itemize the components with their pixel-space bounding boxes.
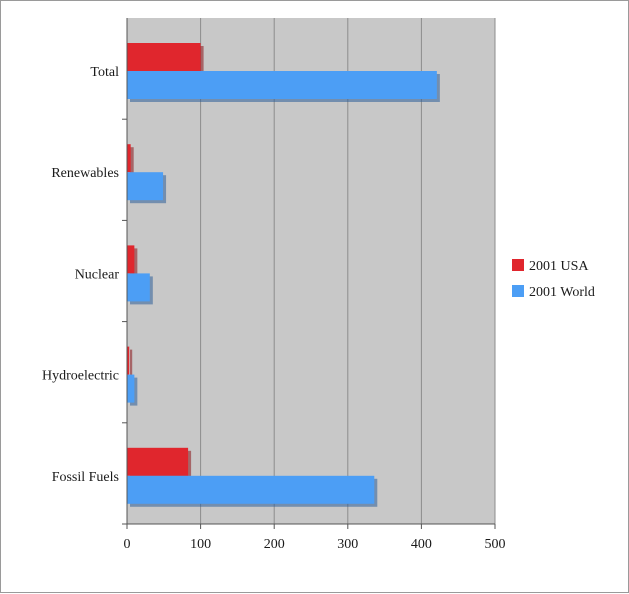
bar-world-fossil-fuels [127,475,375,504]
gridlines [200,18,496,524]
bar-usa-renewables [127,144,131,173]
legend-swatch-usa [512,259,524,271]
bar-world-renewables [127,172,164,201]
x-axis-ticks: 0 100 200 300 400 500 [124,524,506,552]
x-tick-label-400: 400 [411,537,432,552]
y-axis-ticks: Total Renewables Nuclear Hydroelectric Fossi… [42,65,127,525]
bar-usa-hydroelectric [127,346,130,375]
x-tick-label-200: 200 [264,537,285,552]
bars [127,43,440,507]
y-category-label-renewables: Renewables [51,166,119,181]
y-category-label-total: Total [90,65,119,80]
x-tick-label-300: 300 [337,537,358,552]
bar-world-total [127,71,437,99]
legend-swatch-world [512,285,524,297]
legend: 2001 USA 2001 World [512,259,595,300]
x-tick-label-100: 100 [190,537,211,552]
legend-label-world: 2001 World [529,285,595,300]
bar-world-hydroelectric [127,374,135,403]
y-category-label-hydroelectric: Hydroelectric [42,369,119,384]
bar-world-nuclear [127,273,150,302]
bar-shadow-usa-hydroelectric [130,349,133,378]
y-category-label-nuclear: Nuclear [75,267,120,282]
plot-background [127,18,495,524]
bar-usa-fossil-fuels [127,447,189,476]
plot-area [127,18,495,524]
legend-label-usa: 2001 USA [529,259,589,274]
x-tick-label-500: 500 [485,537,506,552]
axes [126,18,495,525]
x-tick-label-0: 0 [124,537,131,552]
bar-shadow-usa-renewables [130,147,134,176]
bar-usa-total [127,43,201,71]
bar-usa-nuclear [127,245,135,274]
y-category-label-fossil-fuels: Fossil Fuels [52,470,119,485]
